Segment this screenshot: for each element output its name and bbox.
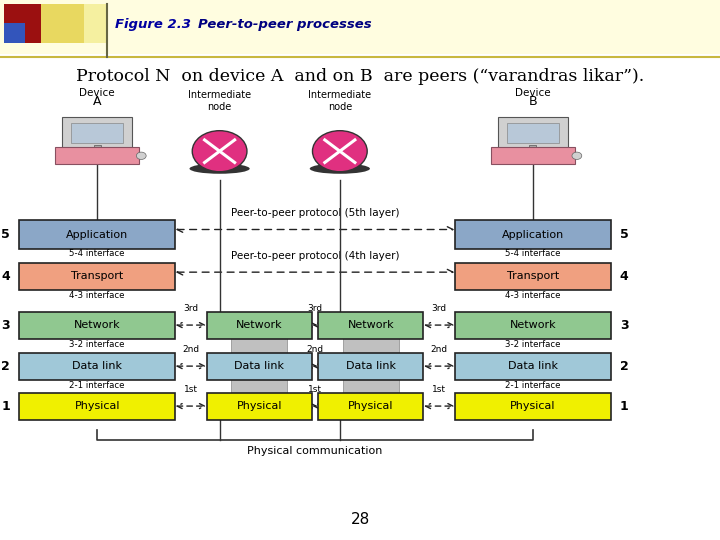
Text: 2-1 interface: 2-1 interface bbox=[69, 381, 125, 390]
FancyBboxPatch shape bbox=[19, 220, 175, 249]
Ellipse shape bbox=[189, 164, 250, 174]
FancyBboxPatch shape bbox=[455, 312, 611, 339]
Text: 1st: 1st bbox=[308, 386, 322, 394]
Text: Intermediate
node: Intermediate node bbox=[308, 90, 372, 112]
Text: Peer-to-peer processes: Peer-to-peer processes bbox=[198, 18, 372, 31]
Text: 5-4 interface: 5-4 interface bbox=[69, 249, 125, 258]
FancyBboxPatch shape bbox=[455, 393, 611, 420]
Bar bbox=[0, 0, 720, 54]
Text: Peer-to-peer protocol (5th layer): Peer-to-peer protocol (5th layer) bbox=[230, 208, 400, 218]
Bar bbox=[529, 145, 536, 150]
Text: 4-3 interface: 4-3 interface bbox=[69, 291, 125, 300]
Circle shape bbox=[572, 152, 582, 159]
Text: Physical communication: Physical communication bbox=[247, 447, 383, 456]
FancyBboxPatch shape bbox=[19, 353, 175, 380]
Text: 3-2 interface: 3-2 interface bbox=[505, 340, 561, 349]
Text: Data link: Data link bbox=[508, 361, 558, 371]
FancyBboxPatch shape bbox=[207, 393, 312, 420]
Text: Network: Network bbox=[74, 320, 120, 330]
Text: 4: 4 bbox=[1, 270, 10, 283]
Text: 2-1 interface: 2-1 interface bbox=[505, 381, 561, 390]
Text: 3rd: 3rd bbox=[183, 305, 199, 313]
Bar bbox=[343, 378, 399, 394]
FancyBboxPatch shape bbox=[207, 312, 312, 339]
FancyBboxPatch shape bbox=[455, 353, 611, 380]
Text: Physical: Physical bbox=[236, 401, 282, 411]
FancyBboxPatch shape bbox=[318, 312, 423, 339]
Text: 3: 3 bbox=[1, 319, 10, 332]
FancyBboxPatch shape bbox=[498, 117, 567, 149]
Text: 2nd: 2nd bbox=[182, 346, 199, 354]
FancyBboxPatch shape bbox=[318, 393, 423, 420]
Text: 5-4 interface: 5-4 interface bbox=[505, 249, 561, 258]
Text: Network: Network bbox=[348, 320, 394, 330]
Text: Protocol N  on device A  and on B  are peers (“varandras likar”).: Protocol N on device A and on B are peer… bbox=[76, 68, 644, 85]
Text: Application: Application bbox=[66, 230, 128, 240]
Circle shape bbox=[136, 152, 146, 159]
Text: Data link: Data link bbox=[72, 361, 122, 371]
Text: 3: 3 bbox=[620, 319, 629, 332]
Text: 28: 28 bbox=[351, 512, 369, 527]
FancyBboxPatch shape bbox=[19, 263, 175, 290]
FancyBboxPatch shape bbox=[19, 312, 175, 339]
Circle shape bbox=[192, 131, 247, 172]
Text: 5: 5 bbox=[1, 228, 10, 241]
Text: B: B bbox=[528, 95, 537, 108]
FancyBboxPatch shape bbox=[455, 220, 611, 249]
Text: 3-2 interface: 3-2 interface bbox=[69, 340, 125, 349]
Text: 4: 4 bbox=[620, 270, 629, 283]
Text: 2: 2 bbox=[1, 360, 10, 373]
Bar bbox=[4, 23, 25, 43]
Text: Device: Device bbox=[79, 88, 115, 98]
Bar bbox=[232, 378, 287, 394]
Text: 4-3 interface: 4-3 interface bbox=[505, 291, 561, 300]
FancyBboxPatch shape bbox=[318, 353, 423, 380]
Bar bbox=[4, 4, 41, 43]
Text: 3rd: 3rd bbox=[307, 305, 323, 313]
Text: Figure 2.3: Figure 2.3 bbox=[115, 18, 192, 31]
Bar bbox=[232, 337, 287, 354]
Text: Network: Network bbox=[236, 320, 282, 330]
Text: 1st: 1st bbox=[432, 386, 446, 394]
Text: 2: 2 bbox=[620, 360, 629, 373]
FancyBboxPatch shape bbox=[455, 263, 611, 290]
Text: Transport: Transport bbox=[507, 272, 559, 281]
Text: Physical: Physical bbox=[348, 401, 394, 411]
Text: Data link: Data link bbox=[234, 361, 284, 371]
Text: Data link: Data link bbox=[346, 361, 396, 371]
Text: Physical: Physical bbox=[74, 401, 120, 411]
Text: Intermediate
node: Intermediate node bbox=[188, 90, 251, 112]
FancyBboxPatch shape bbox=[507, 123, 559, 143]
Text: 3rd: 3rd bbox=[431, 305, 447, 313]
Text: 2nd: 2nd bbox=[431, 346, 448, 354]
Text: A: A bbox=[93, 95, 102, 108]
Text: Transport: Transport bbox=[71, 272, 123, 281]
Circle shape bbox=[312, 131, 367, 172]
Text: 1st: 1st bbox=[184, 386, 198, 394]
Ellipse shape bbox=[310, 164, 370, 174]
FancyBboxPatch shape bbox=[71, 123, 123, 143]
FancyBboxPatch shape bbox=[19, 393, 175, 420]
FancyBboxPatch shape bbox=[63, 117, 132, 149]
Text: Network: Network bbox=[510, 320, 556, 330]
Bar bbox=[94, 145, 101, 150]
Bar bbox=[84, 4, 106, 43]
Text: 1: 1 bbox=[1, 400, 10, 413]
Text: 2nd: 2nd bbox=[307, 346, 323, 354]
Text: Physical: Physical bbox=[510, 401, 556, 411]
Bar bbox=[343, 337, 399, 354]
Text: 5: 5 bbox=[620, 228, 629, 241]
FancyBboxPatch shape bbox=[207, 353, 312, 380]
Text: 1: 1 bbox=[620, 400, 629, 413]
Text: Peer-to-peer protocol (4th layer): Peer-to-peer protocol (4th layer) bbox=[230, 251, 400, 261]
FancyBboxPatch shape bbox=[491, 147, 575, 164]
Bar bbox=[41, 4, 84, 43]
FancyBboxPatch shape bbox=[55, 147, 139, 164]
Text: Application: Application bbox=[502, 230, 564, 240]
Text: Device: Device bbox=[515, 88, 551, 98]
